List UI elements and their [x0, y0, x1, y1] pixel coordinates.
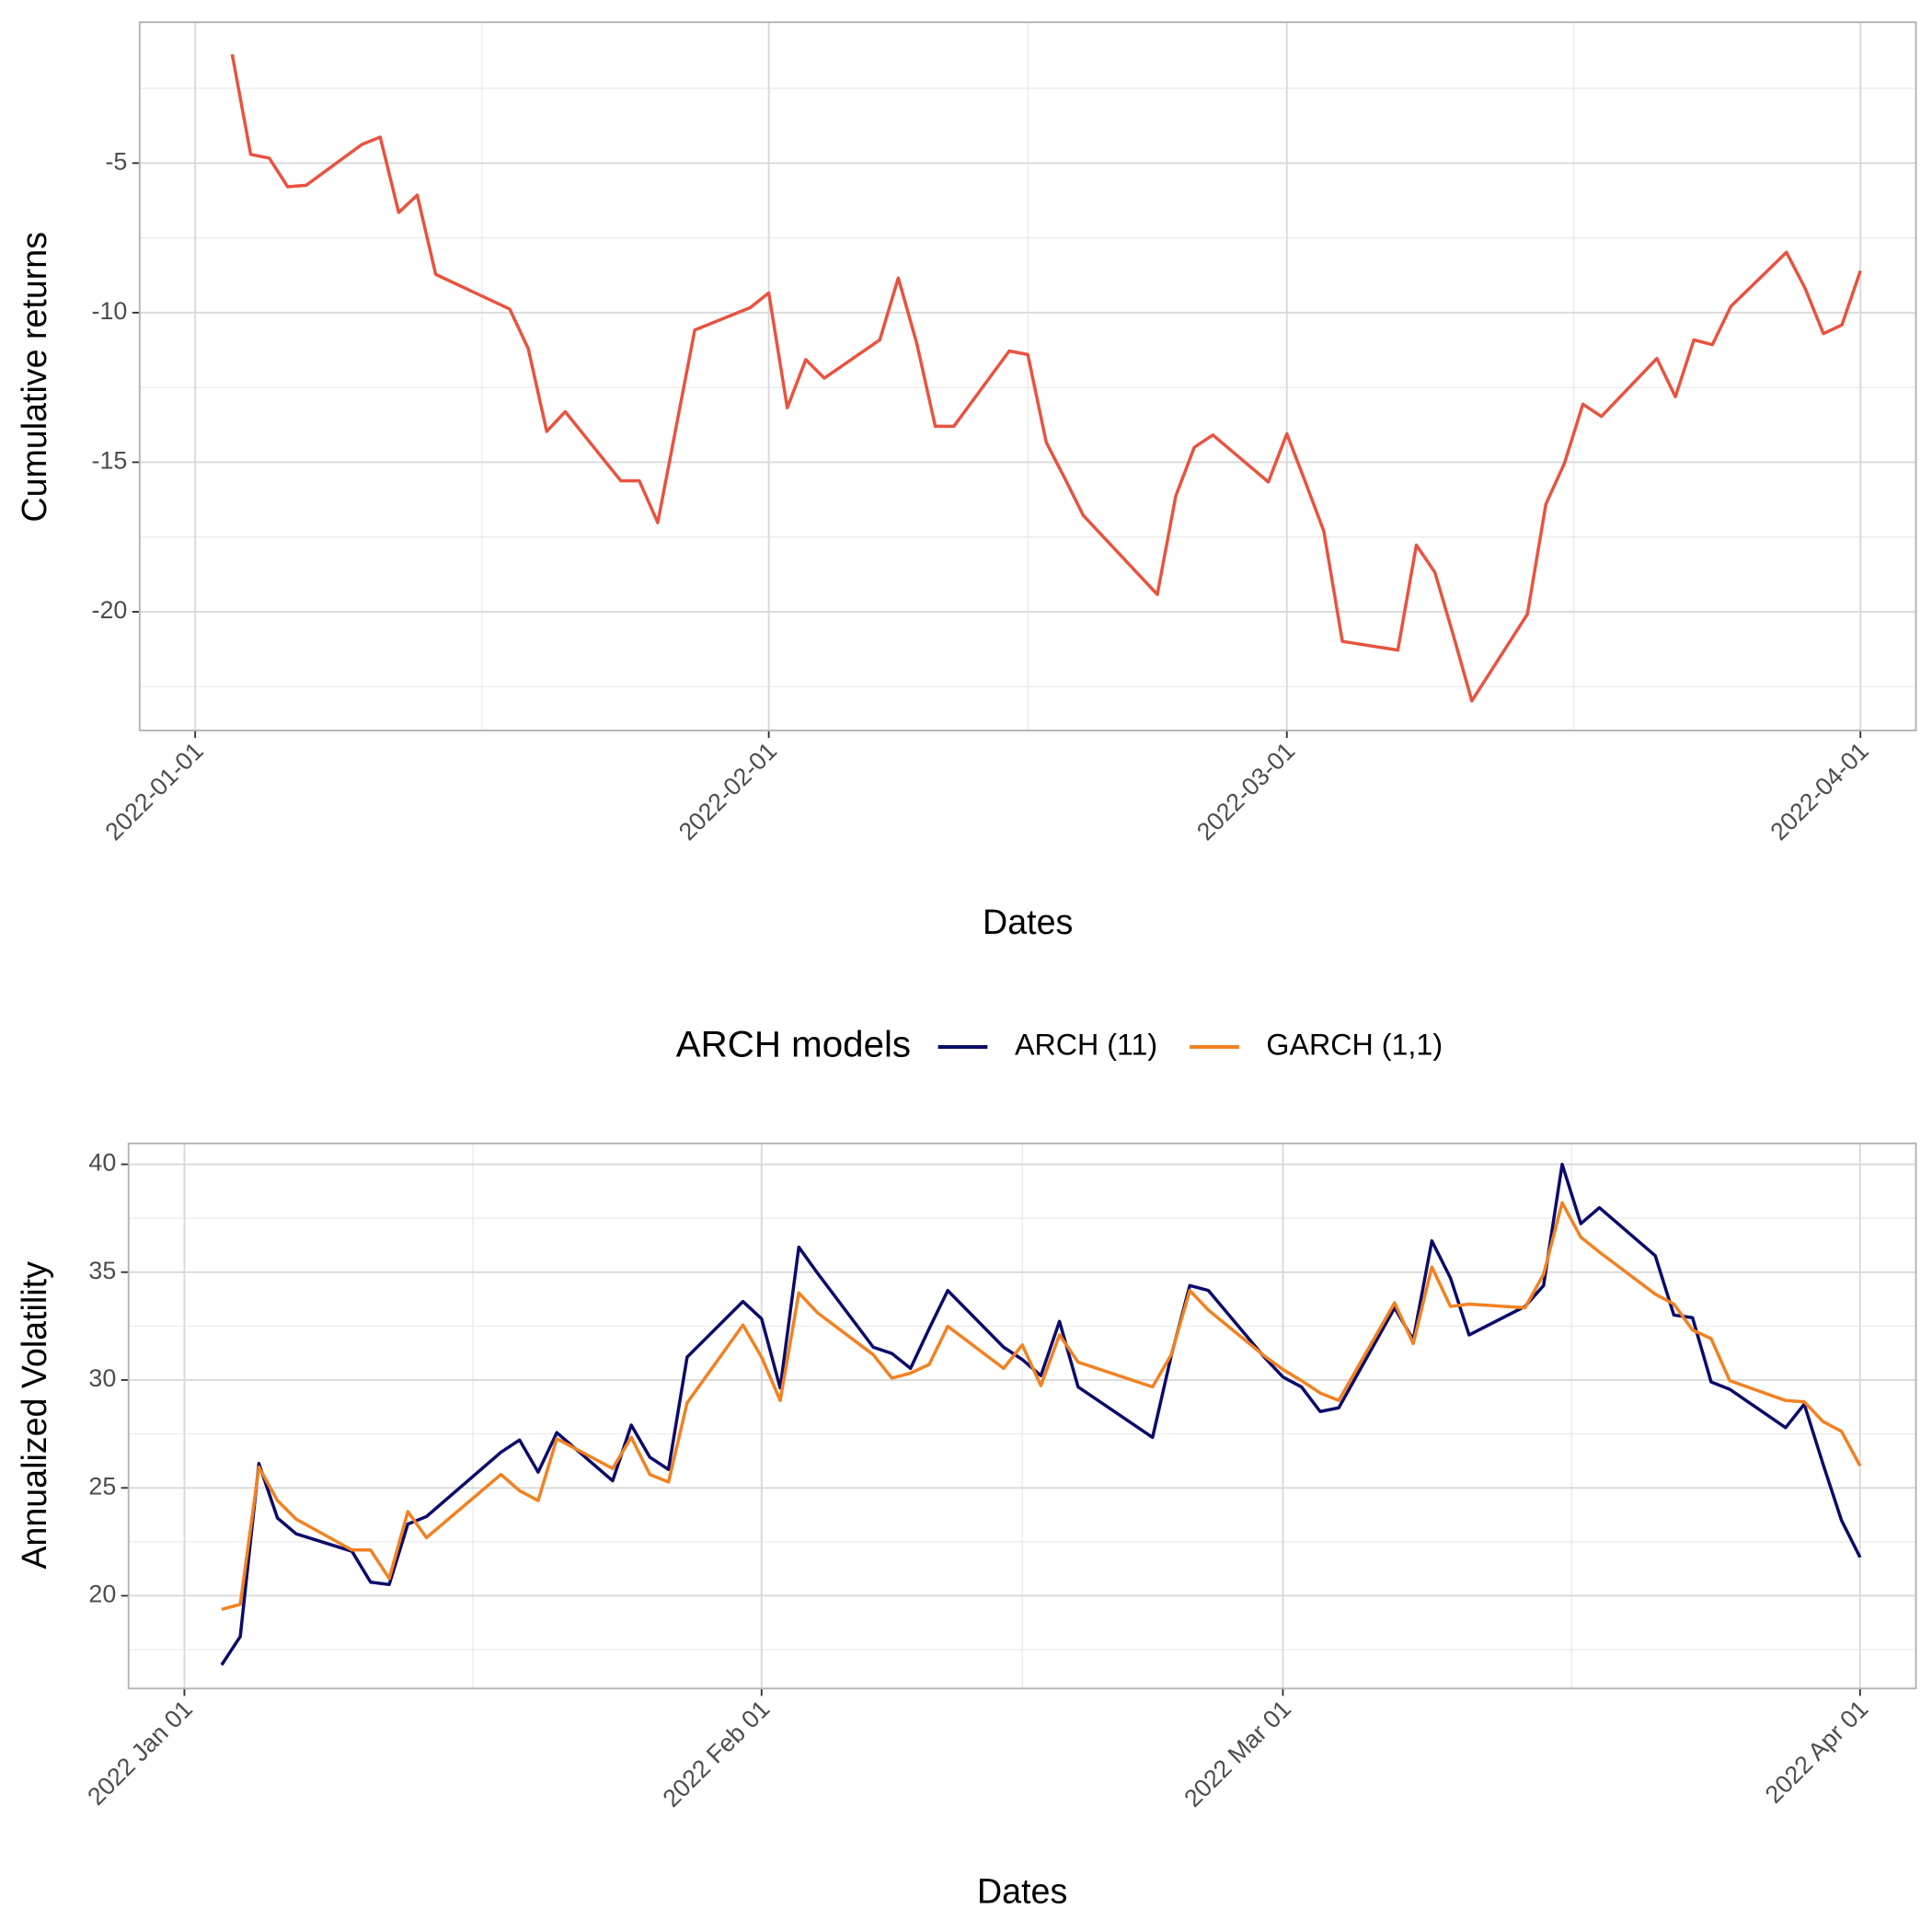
y-tick-label: 40 — [88, 1149, 116, 1177]
legend-title: ARCH models — [676, 1024, 911, 1065]
y-axis-title: Annualized Volatility — [15, 1261, 53, 1570]
y-tick-label: -20 — [92, 596, 128, 624]
y-tick-label: 30 — [88, 1364, 116, 1392]
x-axis-title: Dates — [983, 903, 1073, 941]
y-axis-title: Cumulative returns — [15, 232, 53, 523]
plot-border — [127, 1142, 1917, 1690]
plot-border — [138, 21, 1917, 731]
legend-label: ARCH (11) — [1015, 1029, 1157, 1062]
y-tick-label: 35 — [88, 1257, 116, 1284]
data-line — [221, 1201, 1862, 1611]
data-line — [230, 53, 1862, 703]
y-tick-label: -15 — [92, 447, 128, 475]
y-tick-label: 25 — [88, 1472, 116, 1500]
y-tick-label: 20 — [88, 1581, 116, 1608]
x-axis-title: Dates — [977, 1871, 1067, 1910]
y-tick-label: -10 — [92, 297, 128, 325]
legend: ARCH models ARCH (11) GARCH (1,1) — [676, 1024, 1443, 1065]
y-tick-label: -5 — [105, 147, 127, 175]
data-line — [220, 1162, 1862, 1666]
legend-label: GARCH (1,1) — [1266, 1029, 1443, 1062]
